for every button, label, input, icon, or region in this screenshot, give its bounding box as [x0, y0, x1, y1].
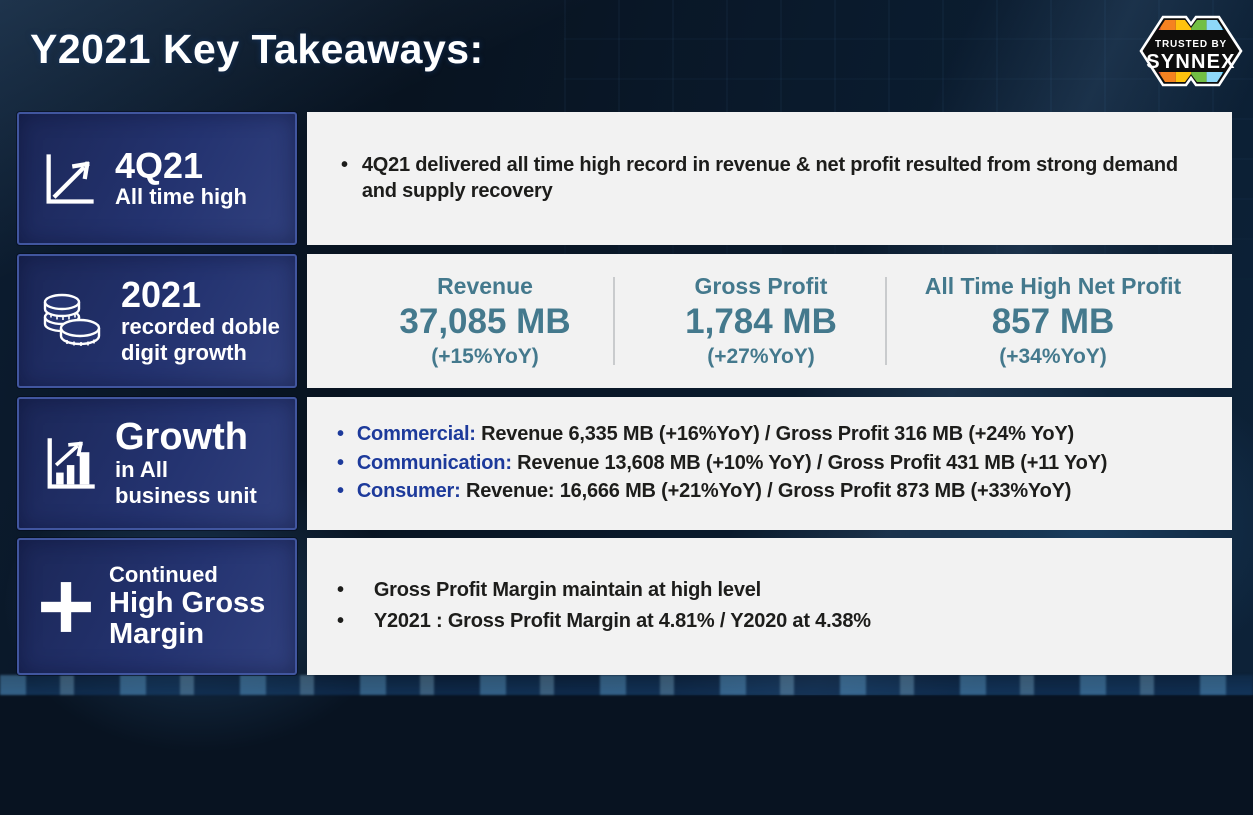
row1-heading: 4Q21: [115, 144, 204, 186]
row4-bullet-1: • Gross Profit Margin maintain at high l…: [337, 578, 1212, 604]
stat-net-profit-label: All Time High Net Profit: [924, 273, 1182, 299]
row1-bullet-text: 4Q21 delivered all time high record in r…: [361, 153, 1178, 202]
bullet-dot-icon: •: [337, 579, 344, 602]
panel-margin-label: Continued High Gross Margin: [17, 538, 297, 675]
stat-net-profit-value: 857 MB: [991, 302, 1115, 341]
row4-heading: High Gross Margin: [109, 586, 266, 651]
row1-subheading: All time high: [115, 184, 247, 210]
stat-gross-profit-yoy: (+27%YoY): [707, 345, 815, 368]
bullet-dot-icon: •: [337, 610, 344, 632]
bar-chart-icon: [39, 434, 99, 494]
row2-subheading: recorded doble digit growth: [121, 313, 280, 365]
stat-divider: [885, 277, 887, 365]
bullet-dot-icon: •: [341, 153, 348, 176]
badge-tagline: TRUSTED BY: [1155, 39, 1227, 50]
bullet-lead-communication: Communication:: [356, 451, 512, 474]
bullet-rest-communication: Revenue 13,608 MB (+10% YoY) / Gross Pro…: [511, 451, 1108, 474]
stat-gross-profit-label: Gross Profit: [694, 273, 828, 299]
page-title: Y2021 Key Takeaways:: [30, 26, 484, 72]
stat-revenue-value: 37,085 MB: [399, 302, 571, 341]
row3-bullet-consumer: • Consumer: Revenue: 16,666 MB (+21%YoY)…: [337, 479, 1212, 505]
coins-icon: [39, 291, 105, 351]
synnex-trust-badge: TRUSTED BY SYNNEX: [1136, 8, 1246, 94]
bullet-rest-commercial: Revenue 6,335 MB (+16%YoY) / Gross Profi…: [475, 423, 1074, 446]
panel-margin-content: • Gross Profit Margin maintain at high l…: [307, 538, 1232, 675]
stat-divider: [613, 277, 615, 365]
panel-growth-label: Growth in All business unit: [17, 397, 297, 530]
background-city-lights-band: [0, 675, 1253, 695]
bullet-dot-icon: •: [337, 480, 344, 503]
row4-bullet-2-text: Y2021 : Gross Profit Margin at 4.81% / Y…: [373, 610, 871, 632]
stat-gross-profit: Gross Profit 1,784 MB (+27%YoY): [685, 271, 837, 371]
row3-bullet-communication: • Communication: Revenue 13,608 MB (+10%…: [337, 451, 1212, 477]
bullet-lead-consumer: Consumer:: [356, 480, 461, 503]
panel-growth-content: • Commercial: Revenue 6,335 MB (+16%YoY)…: [307, 397, 1232, 530]
stat-net-profit-yoy: (+34%YoY): [999, 345, 1107, 368]
bullet-rest-consumer: Revenue: 16,666 MB (+21%YoY) / Gross Pro…: [460, 480, 1072, 503]
panel-4q21-label: 4Q21 All time high: [17, 112, 297, 245]
panel-2021-label: 2021 recorded doble digit growth: [17, 254, 297, 388]
panel-2021-content: Revenue 37,085 MB (+15%YoY) Gross Profit…: [307, 254, 1232, 388]
bullet-dot-icon: •: [337, 423, 344, 446]
synnex-badge-icon: TRUSTED BY SYNNEX: [1139, 15, 1243, 87]
row4-bullet-2: • Y2021 : Gross Profit Margin at 4.81% /…: [337, 609, 1212, 635]
row1-bullet: • 4Q21 delivered all time high record in…: [341, 153, 1206, 204]
row3-heading: Growth: [115, 415, 248, 458]
row4-heading-small: Continued: [109, 561, 218, 587]
stat-revenue-label: Revenue: [437, 273, 533, 299]
stat-gross-profit-value: 1,784 MB: [685, 302, 837, 341]
trend-up-icon: [39, 149, 99, 209]
row3-subheading: in All business unit: [115, 457, 257, 509]
stat-revenue: Revenue 37,085 MB (+15%YoY): [399, 271, 570, 371]
stat-net-profit: All Time High Net Profit 857 MB (+34%YoY…: [925, 271, 1181, 371]
row4-bullet-1-text: Gross Profit Margin maintain at high lev…: [373, 579, 762, 602]
stat-revenue-yoy: (+15%YoY): [431, 345, 539, 368]
row3-bullet-commercial: • Commercial: Revenue 6,335 MB (+16%YoY)…: [337, 422, 1212, 448]
row2-heading: 2021: [121, 274, 202, 316]
bullet-lead-commercial: Commercial:: [356, 423, 476, 446]
plus-icon: [39, 580, 93, 634]
panel-4q21-content: • 4Q21 delivered all time high record in…: [307, 112, 1232, 245]
badge-brand: SYNNEX: [1146, 51, 1235, 73]
bullet-dot-icon: •: [337, 451, 344, 474]
